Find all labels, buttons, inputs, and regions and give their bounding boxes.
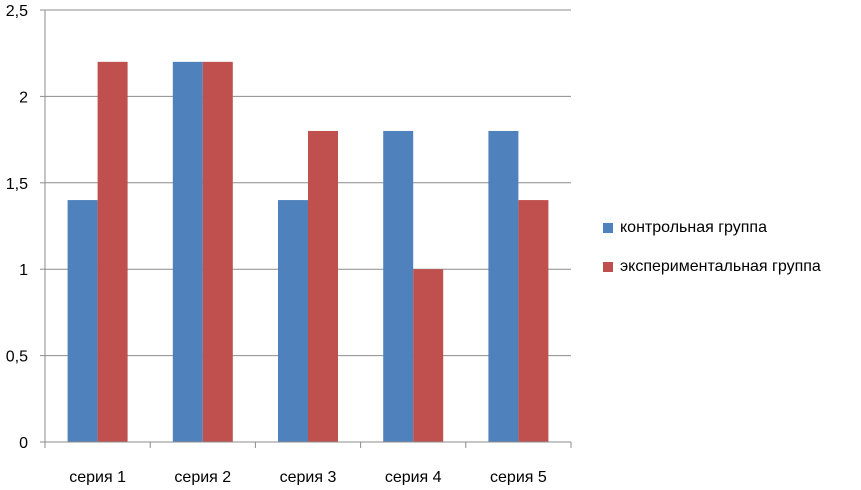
bar-control bbox=[67, 200, 98, 442]
x-tick-label: серия 5 bbox=[490, 469, 547, 485]
legend-item-experimental: экспериментальная группа bbox=[603, 257, 821, 277]
y-tick-label: 0,5 bbox=[6, 349, 28, 366]
bar-experimental bbox=[308, 130, 338, 442]
y-tick-label: 0 bbox=[19, 435, 28, 452]
bar-control bbox=[278, 200, 308, 442]
legend-swatch-experimental bbox=[603, 262, 613, 272]
y-tick-label: 2 bbox=[19, 89, 28, 106]
x-tick-label: серия 1 bbox=[69, 469, 126, 485]
bar-control bbox=[383, 130, 414, 442]
y-tick-label: 1,5 bbox=[6, 176, 28, 193]
bar-experimental bbox=[202, 61, 233, 443]
y-tick-label: 1 bbox=[19, 262, 28, 279]
x-tick-label: серия 3 bbox=[280, 469, 337, 485]
x-tick-label: серия 2 bbox=[174, 469, 231, 485]
bars bbox=[67, 61, 549, 443]
bar-control bbox=[488, 130, 519, 442]
bar-experimental bbox=[97, 61, 128, 443]
bar-experimental bbox=[518, 200, 549, 442]
x-tick-label: серия 4 bbox=[385, 469, 442, 485]
bar-control bbox=[172, 61, 203, 443]
tick-labels: 0 0,5 1 1,5 2 2,5 серия 1 серия 2 серия 3 серия 4… bbox=[6, 3, 547, 486]
legend-item-control: контрольная группа bbox=[603, 218, 821, 238]
y-tick-label: 2,5 bbox=[6, 3, 28, 20]
bar-experimental bbox=[413, 269, 444, 442]
legend: контрольная группа экспериментальная гру… bbox=[603, 218, 821, 296]
legend-label-control: контрольная группа bbox=[620, 219, 767, 236]
legend-swatch-control bbox=[603, 223, 613, 233]
legend-label-experimental: экспериментальная группа bbox=[620, 258, 821, 275]
axes bbox=[40, 9, 572, 448]
